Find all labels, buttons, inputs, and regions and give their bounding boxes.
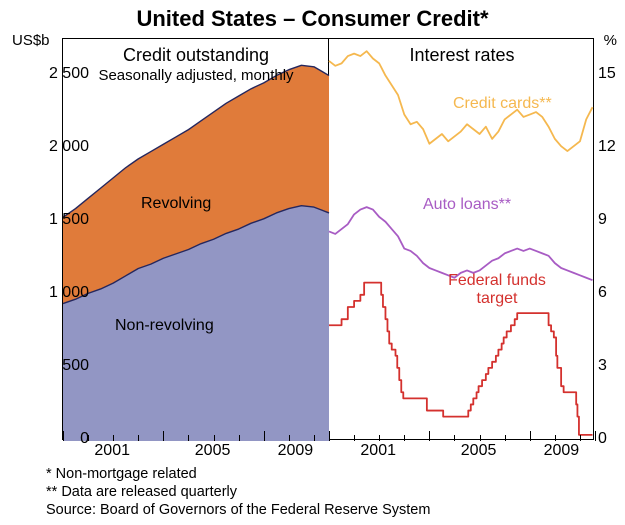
revolving-label: Revolving xyxy=(141,195,211,213)
y-left-tick: 2 000 xyxy=(33,138,89,156)
x-tick-label: 2005 xyxy=(195,442,231,460)
right-panel-title: Interest rates xyxy=(329,45,595,66)
chart-title: United States – Consumer Credit* xyxy=(0,0,625,32)
footnote-1: * Non-mortgage related xyxy=(46,466,197,482)
nonrevolving-label: Non-revolving xyxy=(115,317,214,335)
right-axis-label: % xyxy=(604,32,617,49)
x-tick-label: 2009 xyxy=(278,442,314,460)
y-right-tick: 15 xyxy=(598,65,625,83)
y-left-tick: 1 000 xyxy=(33,284,89,302)
chart-container: United States – Consumer Credit* US$b % … xyxy=(0,0,625,525)
x-tick-label: 2009 xyxy=(544,442,580,460)
auto-loans-label: Auto loans** xyxy=(423,196,511,214)
left-panel-title: Credit outstanding xyxy=(63,45,329,66)
y-left-tick: 1 500 xyxy=(33,211,89,229)
left-panel-svg xyxy=(63,39,329,441)
plot-area: Credit outstanding Seasonally adjusted, … xyxy=(62,38,594,440)
x-tick-label: 2005 xyxy=(461,442,497,460)
left-panel-subtitle: Seasonally adjusted, monthly xyxy=(63,67,329,84)
x-tick-label: 2001 xyxy=(94,442,130,460)
y-right-tick: 9 xyxy=(598,211,625,229)
left-axis-label: US$b xyxy=(12,32,50,49)
credit-cards-label: Credit cards** xyxy=(453,95,552,113)
y-left-tick: 2 500 xyxy=(33,65,89,83)
y-right-tick: 0 xyxy=(598,430,625,448)
x-tick-label: 2001 xyxy=(360,442,396,460)
footnote-2: ** Data are released quarterly xyxy=(46,484,237,500)
y-right-tick: 12 xyxy=(598,138,625,156)
y-right-tick: 6 xyxy=(598,284,625,302)
footnote-3: Source: Board of Governors of the Federa… xyxy=(46,502,430,518)
y-left-tick: 500 xyxy=(33,357,89,375)
fed-funds-label: Federal funds target xyxy=(437,272,557,307)
y-left-tick: 0 xyxy=(33,430,89,448)
y-right-tick: 3 xyxy=(598,357,625,375)
